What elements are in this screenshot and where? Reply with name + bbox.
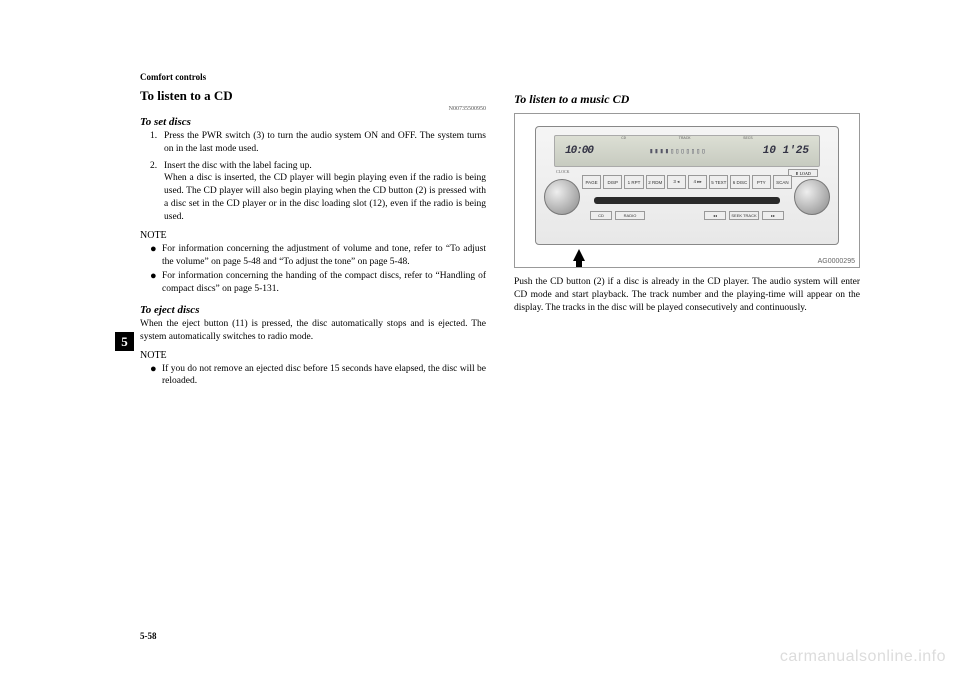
pointer-arrow — [576, 260, 582, 267]
radio-button: RADIO — [615, 211, 645, 220]
preset-button: SCAN — [773, 175, 792, 189]
note-label: NOTE — [140, 230, 486, 241]
bullet-item: ● For information concerning the adjustm… — [140, 243, 486, 269]
disc-slot — [594, 197, 780, 204]
bullet-item: ● If you do not remove an ejected disc b… — [140, 363, 486, 389]
list-item: 1. Press the PWR switch (3) to turn the … — [140, 130, 486, 156]
eject-title: To eject discs — [140, 304, 486, 316]
pointer-arrow-head — [573, 249, 585, 261]
preset-button: 6 DISC — [730, 175, 749, 189]
right-body: Push the CD button (2) if a disc is alre… — [514, 276, 860, 314]
page-content: Comfort controls To listen to a CD N0073… — [140, 72, 860, 638]
radio-body: CD TRACK SECS 10:00 ▮▮▮▮▯▯▯▯▯▯▯ 10 1'25 … — [535, 126, 839, 245]
preset-button: 3 ◂ — [667, 175, 686, 189]
eject-body: When the eject button (11) is pressed, t… — [140, 318, 486, 344]
preset-button: DISP — [603, 175, 622, 189]
left-title: To listen to a CD — [140, 88, 486, 104]
display-bars: ▮▮▮▮▯▯▯▯▯▯▯ — [593, 147, 763, 156]
figure-id: AG0000295 — [818, 258, 855, 265]
chapter-tab: 5 — [115, 332, 134, 351]
cd-button: CD — [590, 211, 612, 220]
section-header: Comfort controls — [140, 72, 860, 82]
preset-button: 1 RPT — [624, 175, 643, 189]
radio-figure: CD TRACK SECS 10:00 ▮▮▮▮▯▯▯▯▯▯▯ 10 1'25 … — [514, 113, 860, 268]
seek-buttons: ◂◂ SEEK TRACK ▸▸ — [704, 211, 784, 220]
doc-id: N00735500950 — [140, 106, 486, 112]
preset-button: 2 RDM — [646, 175, 665, 189]
preset-button: 5 TEXT — [709, 175, 728, 189]
bullet-text: For information concerning the adjustmen… — [162, 243, 486, 269]
disp-top-labels: CD TRACK SECS — [555, 137, 819, 141]
seek-back: ◂◂ — [704, 211, 726, 220]
load-button: ⬆ LOAD — [788, 169, 818, 177]
list-item: 2. Insert the disc with the label facing… — [140, 160, 486, 224]
bullet-item: ● For information concerning the handing… — [140, 270, 486, 296]
clock-label: CLOCK — [556, 169, 570, 174]
seek-fwd: ▸▸ — [762, 211, 784, 220]
preset-button: PAGE — [582, 175, 601, 189]
list-text: Press the PWR switch (3) to turn the aud… — [164, 130, 486, 156]
bullet-text: If you do not remove an ejected disc bef… — [162, 363, 486, 389]
radio-display: CD TRACK SECS 10:00 ▮▮▮▮▯▯▯▯▯▯▯ 10 1'25 — [554, 135, 820, 167]
button-row: PAGE DISP 1 RPT 2 RDM 3 ◂ 4 ▸▸ 5 TEXT 6 … — [582, 175, 792, 189]
display-clock: 10:00 — [565, 145, 593, 157]
display-track: 10 1'25 — [763, 145, 809, 157]
right-title: To listen to a music CD — [514, 92, 860, 107]
preset-button: PTY — [752, 175, 771, 189]
set-discs-title: To set discs — [140, 116, 486, 128]
note-label: NOTE — [140, 350, 486, 361]
watermark: carmanualsonline.info — [780, 648, 946, 666]
tune-knob — [794, 179, 830, 215]
right-column: To listen to a music CD CD TRACK SECS 10… — [514, 88, 860, 390]
left-column: To listen to a CD N00735500950 To set di… — [140, 88, 486, 390]
power-knob — [544, 179, 580, 215]
mode-buttons: CD RADIO — [590, 211, 645, 220]
list-text: Insert the disc with the label facing up… — [164, 160, 486, 224]
seek-label: SEEK TRACK — [729, 211, 759, 220]
bullet-text: For information concerning the handing o… — [162, 270, 486, 296]
preset-button: 4 ▸▸ — [688, 175, 707, 189]
